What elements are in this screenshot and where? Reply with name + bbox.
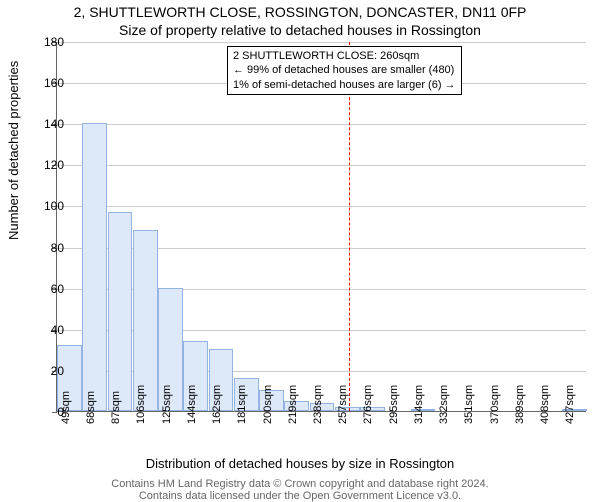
annotation-box: 2 SHUTTLEWORTH CLOSE: 260sqm← 99% of det…	[227, 46, 462, 95]
ytick-mark	[52, 412, 57, 413]
annotation-line-1: 2 SHUTTLEWORTH CLOSE: 260sqm	[233, 49, 456, 63]
annotation-line-3: 1% of semi-detached houses are larger (6…	[233, 78, 456, 92]
gridline	[57, 42, 586, 43]
title-line-1: 2, SHUTTLEWORTH CLOSE, ROSSINGTON, DONCA…	[0, 4, 600, 20]
ytick-label: 40	[51, 323, 64, 337]
title-line-2: Size of property relative to detached ho…	[0, 22, 600, 38]
ytick-label: 120	[44, 158, 64, 172]
histogram-bar	[133, 230, 158, 411]
ytick-label: 160	[44, 76, 64, 90]
ytick-label: 180	[44, 35, 64, 49]
ytick-label: 60	[51, 282, 64, 296]
histogram-plot: 2 SHUTTLEWORTH CLOSE: 260sqm← 99% of det…	[56, 42, 586, 412]
histogram-bar	[82, 123, 107, 411]
ytick-label: 140	[44, 117, 64, 131]
x-axis-label: Distribution of detached houses by size …	[0, 456, 600, 471]
y-axis-label: Number of detached properties	[6, 61, 21, 240]
histogram-bar	[108, 212, 133, 411]
ytick-label: 20	[51, 364, 64, 378]
ytick-label: 80	[51, 241, 64, 255]
gridline	[57, 124, 586, 125]
gridline	[57, 165, 586, 166]
gridline	[57, 206, 586, 207]
marker-line	[349, 42, 350, 411]
annotation-line-2: ← 99% of detached houses are smaller (48…	[233, 63, 456, 77]
ytick-label: 100	[44, 199, 64, 213]
footer-text: Contains HM Land Registry data © Crown c…	[0, 478, 600, 502]
